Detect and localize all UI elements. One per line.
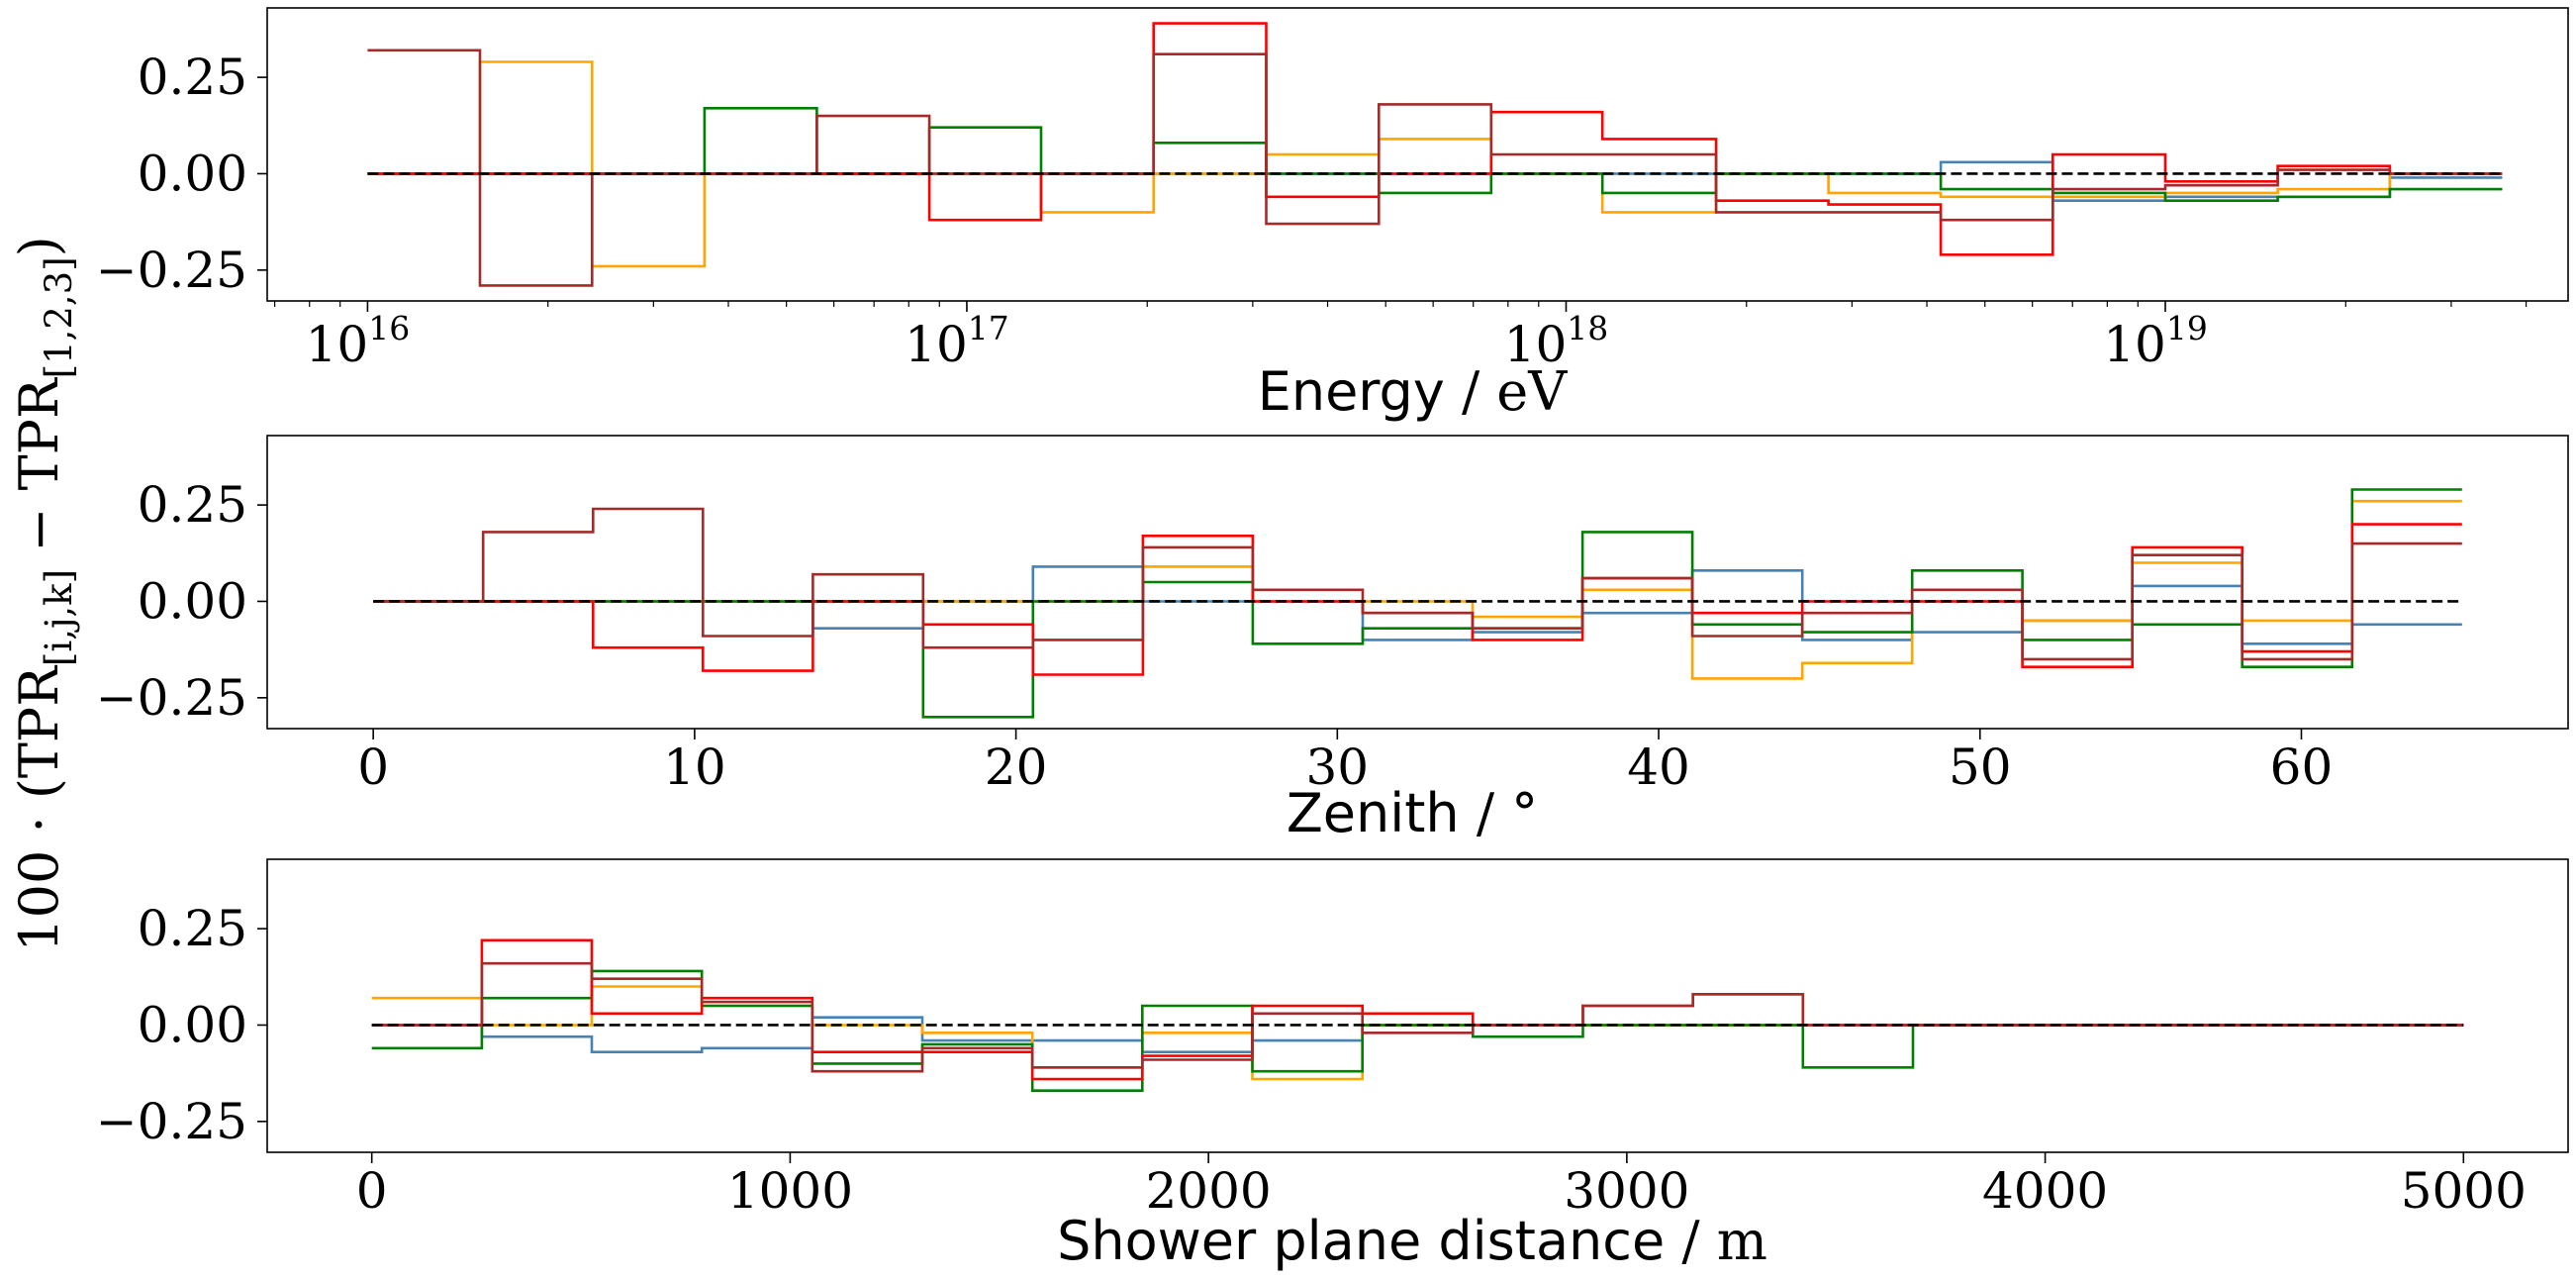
y-tick-label: 0.00 [138,996,247,1053]
zenith-panel: 0.25 0.00 −0.25 0 10 20 30 40 50 60 Zenith / ° [96,435,2569,844]
x-tick-label: 5000 [2401,1162,2527,1220]
y-tick-label: 0.25 [138,900,247,957]
x-tick-label: 1019 [2103,309,2208,373]
x-tick-label: 60 [2270,739,2334,796]
x-tick-label: 1000 [727,1162,853,1220]
x-axis-label: Zenith / ° [1287,782,1538,844]
y-ticks: 0.25 0.00 −0.25 [96,49,267,299]
x-ticks: 0 10 20 30 40 50 60 [357,729,2333,796]
x-tick-label: 10 [663,739,726,796]
x-ticks: 0 1000 2000 3000 4000 5000 [356,1152,2527,1220]
x-tick-label: 50 [1949,739,2012,796]
plot-frame [266,858,2569,1153]
x-tick-label: 30 [1306,739,1370,796]
y-tick-label: 0.00 [138,145,247,202]
x-tick-label: 1016 [306,309,411,373]
x-tick-label: 2000 [1146,1162,1272,1220]
x-tick-label: 20 [985,739,1048,796]
plot-frame [266,435,2569,730]
plot-frame [266,7,2569,302]
series-step-line-4 [367,22,2503,256]
x-tick-label: 40 [1627,739,1690,796]
x-tick-label: 3000 [1564,1162,1689,1220]
distance-panel: 0.25 0.00 −0.25 0 1000 2000 3000 4000 5000 Show… [96,858,2569,1272]
y-tick-label: −0.25 [96,1093,247,1150]
series-step-line-5 [367,49,2503,287]
y-tick-label: 0.00 [138,572,247,630]
energy-panel: 0.25 0.00 −0.25 1016 1017 1018 1019 Energy / … [96,7,2569,423]
y-tick-label: −0.25 [96,242,247,299]
x-tick-label: 1018 [1504,309,1609,373]
x-tick-label: 0 [356,1162,388,1220]
x-axis-label: Energy / eV [1258,360,1569,423]
x-axis-label: Shower plane distance / m [1057,1210,1767,1272]
y-tick-label: 0.25 [138,476,247,534]
x-tick-label: 1017 [905,309,1009,373]
y-tick-label: 0.25 [138,49,247,106]
y-ticks: 0.25 0.00 −0.25 [96,476,267,727]
x-tick-label: 0 [357,739,389,796]
y-axis-label: 100 · (TPR[i,j,k] − TPR[1,2,3]) [8,236,80,951]
series-step-line-5 [373,507,2462,661]
zenith-series-group [373,488,2462,719]
y-ticks: 0.25 0.00 −0.25 [96,900,267,1150]
x-tick-label: 4000 [1982,1162,2108,1220]
x-ticks: 1016 1017 1018 1019 [274,301,2528,373]
y-tick-label: −0.25 [96,669,247,727]
